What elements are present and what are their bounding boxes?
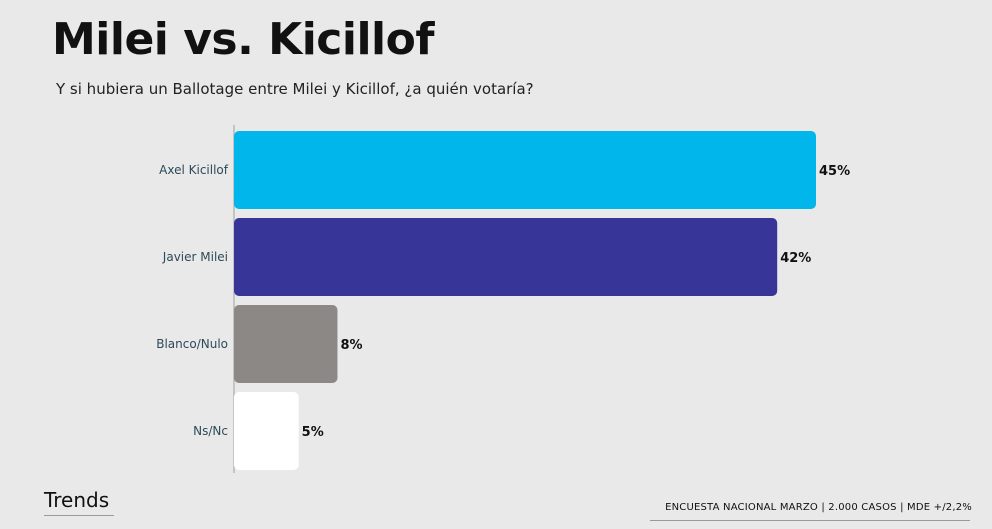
bar-ns-nc xyxy=(234,392,299,470)
value-label: 5% xyxy=(302,425,324,440)
survey-footnote: ENCUESTA NACIONAL MARZO | 2.000 CASOS | … xyxy=(665,502,972,513)
bar-axel-kicillof xyxy=(234,131,816,209)
category-label: Javier Milei xyxy=(162,250,228,264)
chart-title: Milei vs. Kicillof xyxy=(52,14,434,65)
value-label: 8% xyxy=(340,338,362,353)
chart-subtitle: Y si hubiera un Ballotage entre Milei y … xyxy=(56,80,534,98)
category-label: Axel Kicillof xyxy=(159,163,229,177)
category-label: Ns/Nc xyxy=(193,424,228,438)
brand-logo: Trends xyxy=(44,488,110,512)
bar-blanco-nulo xyxy=(234,305,338,383)
category-label: Blanco/Nulo xyxy=(156,337,228,351)
footnote-underline xyxy=(650,520,970,521)
value-label: 42% xyxy=(780,251,811,266)
brand-underline xyxy=(44,515,114,516)
bar-javier-milei xyxy=(234,218,778,296)
value-label: 45% xyxy=(819,164,850,179)
